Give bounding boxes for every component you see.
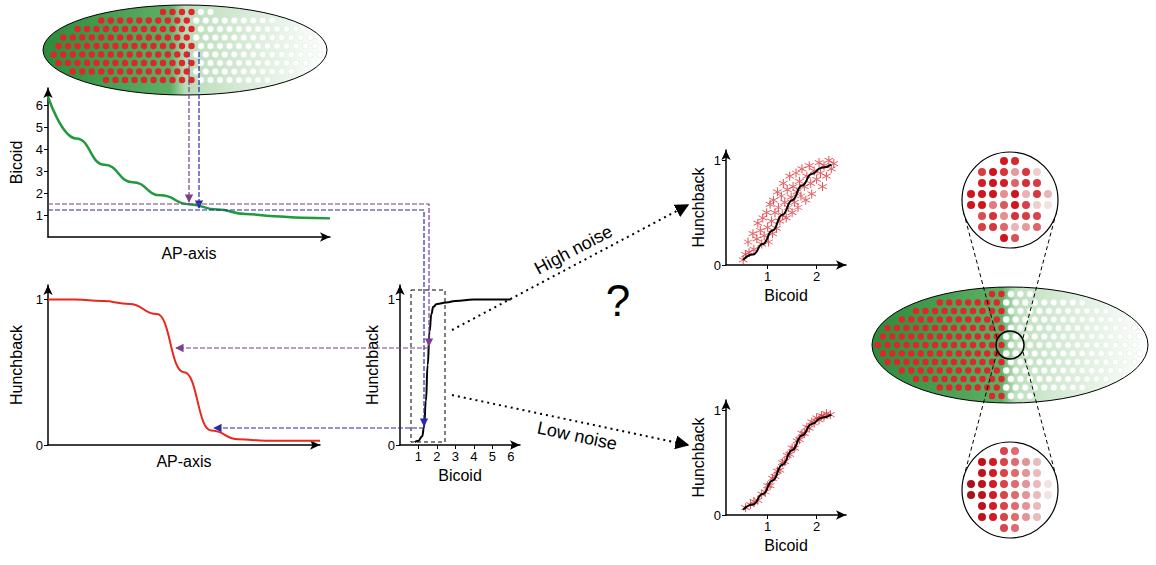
svg-text:1: 1 bbox=[714, 403, 721, 418]
svg-text:Bicoid: Bicoid bbox=[764, 537, 808, 554]
svg-text:0: 0 bbox=[388, 438, 395, 453]
svg-text:2: 2 bbox=[36, 186, 43, 201]
svg-text:1: 1 bbox=[36, 208, 43, 223]
svg-text:0: 0 bbox=[36, 438, 43, 453]
svg-text:?: ? bbox=[606, 276, 630, 325]
svg-text:AP-axis: AP-axis bbox=[156, 453, 211, 470]
svg-text:2: 2 bbox=[813, 519, 820, 534]
svg-text:Hunchback: Hunchback bbox=[690, 166, 707, 247]
svg-text:1: 1 bbox=[415, 449, 422, 464]
svg-text:0: 0 bbox=[714, 258, 721, 273]
svg-text:High noise: High noise bbox=[531, 221, 616, 278]
svg-text:1: 1 bbox=[714, 153, 721, 168]
svg-text:Hunchback: Hunchback bbox=[690, 416, 707, 497]
svg-text:4: 4 bbox=[470, 449, 477, 464]
svg-text:2: 2 bbox=[813, 269, 820, 284]
svg-text:Low noise: Low noise bbox=[535, 418, 618, 454]
svg-text:Hunchback: Hunchback bbox=[8, 324, 25, 405]
svg-text:2: 2 bbox=[433, 449, 440, 464]
svg-text:1: 1 bbox=[764, 269, 771, 284]
svg-text:5: 5 bbox=[489, 449, 496, 464]
svg-text:Bicoid: Bicoid bbox=[764, 287, 808, 304]
svg-text:1: 1 bbox=[36, 292, 43, 307]
svg-text:Bicoid: Bicoid bbox=[8, 141, 25, 185]
svg-text:0: 0 bbox=[714, 508, 721, 523]
svg-text:6: 6 bbox=[507, 449, 514, 464]
svg-text:3: 3 bbox=[36, 164, 43, 179]
svg-text:Hunchback: Hunchback bbox=[364, 324, 381, 405]
svg-text:5: 5 bbox=[36, 120, 43, 135]
svg-text:AP-axis: AP-axis bbox=[161, 245, 216, 262]
svg-text:6: 6 bbox=[36, 98, 43, 113]
svg-text:1: 1 bbox=[388, 292, 395, 307]
svg-text:1: 1 bbox=[764, 519, 771, 534]
svg-text:Bicoid: Bicoid bbox=[438, 467, 482, 484]
svg-text:3: 3 bbox=[452, 449, 459, 464]
svg-text:4: 4 bbox=[36, 142, 43, 157]
